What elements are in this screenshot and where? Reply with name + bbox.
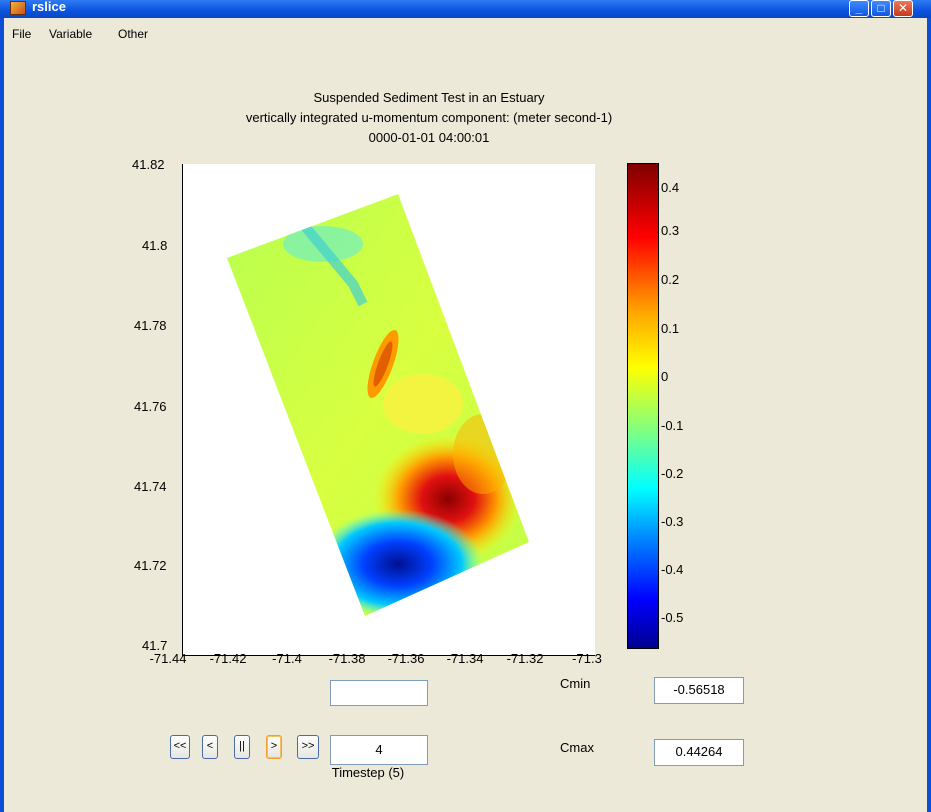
pause-button[interactable]: || <box>234 735 250 759</box>
maximize-button[interactable]: □ <box>871 0 891 17</box>
plot-timestamp: 0000-01-01 04:00:01 <box>368 130 490 145</box>
x-tick: -71.38 <box>328 651 366 666</box>
timestep-label: Timestep (5) <box>331 765 405 780</box>
y-tick: 41.7 <box>142 638 168 653</box>
menu-file[interactable]: File <box>12 27 32 41</box>
colorbar-tick: -0.4 <box>661 562 684 577</box>
y-tick: 41.74 <box>134 479 167 494</box>
y-tick: 41.82 <box>132 157 165 172</box>
colorbar-tick: -0.1 <box>661 418 684 433</box>
colorbar-tick: -0.2 <box>661 466 684 481</box>
colorbar-tick: 0.1 <box>661 321 680 336</box>
y-tick: 41.72 <box>134 558 167 573</box>
app-icon <box>10 1 26 15</box>
colorbar-tick: 0 <box>661 369 669 384</box>
plot-subtitle: vertically integrated u-momentum compone… <box>245 110 613 125</box>
title-bar[interactable]: rslice _ □ ✕ <box>0 0 931 18</box>
colorbar-tick: 0.4 <box>661 180 680 195</box>
y-tick: 41.8 <box>142 238 168 253</box>
x-tick: -71.4 <box>272 651 302 666</box>
field-map <box>227 194 529 616</box>
plot-axes[interactable] <box>182 164 595 656</box>
x-tick: -71.36 <box>387 651 425 666</box>
prev-step-button[interactable]: < <box>202 735 218 759</box>
x-tick: -71.42 <box>209 651 247 666</box>
last-step-button[interactable]: >> <box>297 735 319 759</box>
window-title: rslice <box>32 0 66 14</box>
colorbar-tick: 0.3 <box>661 223 680 238</box>
menu-other[interactable]: Other <box>118 27 149 41</box>
client-area: File Variable Other Suspended Sediment T… <box>4 18 927 812</box>
cmin-field[interactable]: -0.56518 <box>654 677 744 704</box>
x-tick: -71.34 <box>446 651 484 666</box>
close-button[interactable]: ✕ <box>893 0 913 17</box>
colorbar-tick: 0.2 <box>661 272 680 287</box>
next-step-button[interactable]: > <box>266 735 282 759</box>
top-input[interactable] <box>330 680 428 706</box>
colorbar-tick: -0.5 <box>661 610 684 625</box>
x-tick: -71.3 <box>572 651 602 666</box>
cmin-label: Cmin <box>560 676 591 691</box>
timestep-field[interactable]: 4 <box>330 735 428 765</box>
first-step-button[interactable]: << <box>170 735 190 759</box>
colorbar-tick: -0.3 <box>661 514 684 529</box>
x-tick: -71.32 <box>506 651 544 666</box>
colorbar[interactable] <box>627 163 659 649</box>
y-tick: 41.76 <box>134 399 167 414</box>
cmax-label: Cmax <box>560 740 594 755</box>
plot-title: Suspended Sediment Test in an Estuary <box>313 90 545 105</box>
menu-variable[interactable]: Variable <box>49 27 93 41</box>
x-tick: -71.44 <box>149 651 187 666</box>
cmax-field[interactable]: 0.44264 <box>654 739 744 766</box>
menu-bar: File Variable Other <box>4 18 927 46</box>
minimize-button[interactable]: _ <box>849 0 869 17</box>
y-tick: 41.78 <box>134 318 167 333</box>
